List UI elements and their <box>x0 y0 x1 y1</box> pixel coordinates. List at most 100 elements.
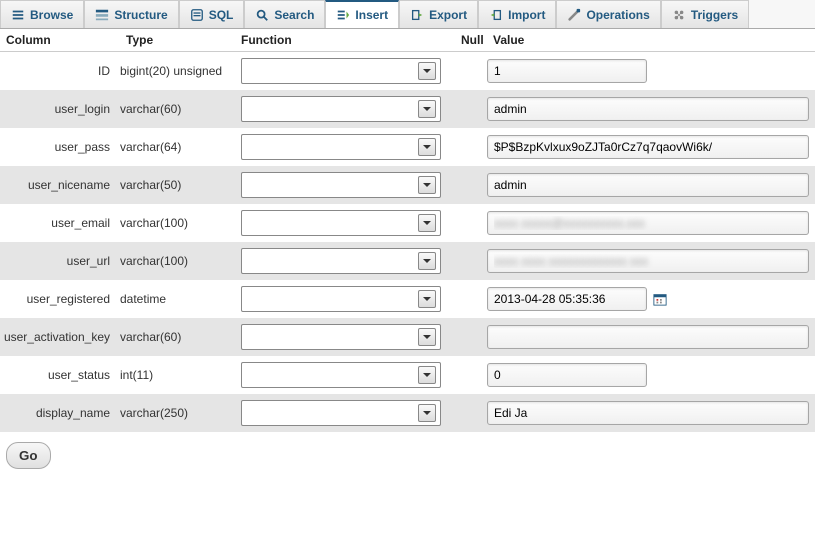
value-input[interactable] <box>487 287 647 311</box>
value-cell <box>487 135 815 159</box>
column-name: user_nicename <box>0 178 120 192</box>
chevron-down-icon <box>418 252 436 270</box>
function-select[interactable] <box>241 210 441 236</box>
column-name: user_activation_key <box>0 330 120 344</box>
value-input[interactable] <box>487 135 809 159</box>
tab-label: Insert <box>355 8 388 22</box>
function-cell <box>235 134 455 160</box>
chevron-down-icon <box>418 62 436 80</box>
import-icon <box>489 8 503 22</box>
value-input[interactable] <box>487 173 809 197</box>
field-row: user_passvarchar(64) <box>0 128 815 166</box>
value-cell <box>487 249 815 273</box>
tab-label: SQL <box>209 8 234 22</box>
column-name: display_name <box>0 406 120 420</box>
tab-label: Browse <box>30 8 73 22</box>
chevron-down-icon <box>418 138 436 156</box>
export-icon <box>410 8 424 22</box>
chevron-down-icon <box>418 176 436 194</box>
tab-triggers[interactable]: Triggers <box>661 0 749 28</box>
chevron-down-icon <box>418 214 436 232</box>
tab-bar: Browse Structure SQL Search Insert Export Impo… <box>0 0 815 29</box>
tab-structure[interactable]: Structure <box>84 0 178 28</box>
column-type: int(11) <box>120 368 235 382</box>
structure-icon <box>95 8 109 22</box>
value-input[interactable] <box>487 59 647 83</box>
function-cell <box>235 286 455 312</box>
column-type: bigint(20) unsigned <box>120 64 235 78</box>
table-header: Column Type Function Null Value <box>0 29 815 52</box>
insert-form-rows: IDbigint(20) unsigneduser_loginvarchar(6… <box>0 52 815 432</box>
column-type: varchar(60) <box>120 330 235 344</box>
column-name: user_url <box>0 254 120 268</box>
function-select[interactable] <box>241 400 441 426</box>
column-type: datetime <box>120 292 235 306</box>
field-row: user_activation_keyvarchar(60) <box>0 318 815 356</box>
function-select[interactable] <box>241 96 441 122</box>
function-select[interactable] <box>241 286 441 312</box>
function-select[interactable] <box>241 58 441 84</box>
value-cell <box>487 211 815 235</box>
calendar-icon[interactable] <box>653 292 667 306</box>
chevron-down-icon <box>418 404 436 422</box>
chevron-down-icon <box>418 328 436 346</box>
function-cell <box>235 324 455 350</box>
value-cell <box>487 401 815 425</box>
function-select[interactable] <box>241 172 441 198</box>
value-input[interactable] <box>487 325 809 349</box>
field-row: user_registereddatetime <box>0 280 815 318</box>
value-cell <box>487 59 815 83</box>
value-input[interactable] <box>487 211 809 235</box>
column-type: varchar(60) <box>120 102 235 116</box>
column-type: varchar(100) <box>120 216 235 230</box>
column-name: user_login <box>0 102 120 116</box>
tab-browse[interactable]: Browse <box>0 0 84 28</box>
function-select[interactable] <box>241 134 441 160</box>
search-icon <box>255 8 269 22</box>
function-select[interactable] <box>241 324 441 350</box>
header-type: Type <box>120 29 235 51</box>
tab-sql[interactable]: SQL <box>179 0 245 28</box>
column-name: user_pass <box>0 140 120 154</box>
chevron-down-icon <box>418 366 436 384</box>
value-input[interactable] <box>487 401 809 425</box>
tab-label: Export <box>429 8 467 22</box>
function-cell <box>235 400 455 426</box>
function-cell <box>235 362 455 388</box>
chevron-down-icon <box>418 290 436 308</box>
triggers-icon <box>672 8 686 22</box>
sql-icon <box>190 8 204 22</box>
field-row: user_nicenamevarchar(50) <box>0 166 815 204</box>
value-input[interactable] <box>487 97 809 121</box>
insert-icon <box>336 8 350 22</box>
field-row: IDbigint(20) unsigned <box>0 52 815 90</box>
tab-label: Triggers <box>691 8 738 22</box>
header-column: Column <box>0 29 120 51</box>
field-row: user_loginvarchar(60) <box>0 90 815 128</box>
column-name: user_status <box>0 368 120 382</box>
header-function: Function <box>235 29 455 51</box>
value-cell <box>487 363 815 387</box>
tab-export[interactable]: Export <box>399 0 478 28</box>
value-input[interactable] <box>487 249 809 273</box>
function-cell <box>235 172 455 198</box>
tab-label: Import <box>508 8 545 22</box>
tab-label: Structure <box>114 8 167 22</box>
column-name: user_registered <box>0 292 120 306</box>
tab-insert[interactable]: Insert <box>325 0 399 28</box>
tab-search[interactable]: Search <box>244 0 325 28</box>
function-select[interactable] <box>241 362 441 388</box>
value-cell <box>487 173 815 197</box>
function-cell <box>235 58 455 84</box>
function-select[interactable] <box>241 248 441 274</box>
value-cell <box>487 287 815 311</box>
column-type: varchar(250) <box>120 406 235 420</box>
tab-import[interactable]: Import <box>478 0 556 28</box>
tab-operations[interactable]: Operations <box>556 0 660 28</box>
chevron-down-icon <box>418 100 436 118</box>
go-button[interactable]: Go <box>6 442 51 469</box>
tab-label: Search <box>274 8 314 22</box>
value-input[interactable] <box>487 363 647 387</box>
operations-icon <box>567 8 581 22</box>
field-row: display_namevarchar(250) <box>0 394 815 432</box>
